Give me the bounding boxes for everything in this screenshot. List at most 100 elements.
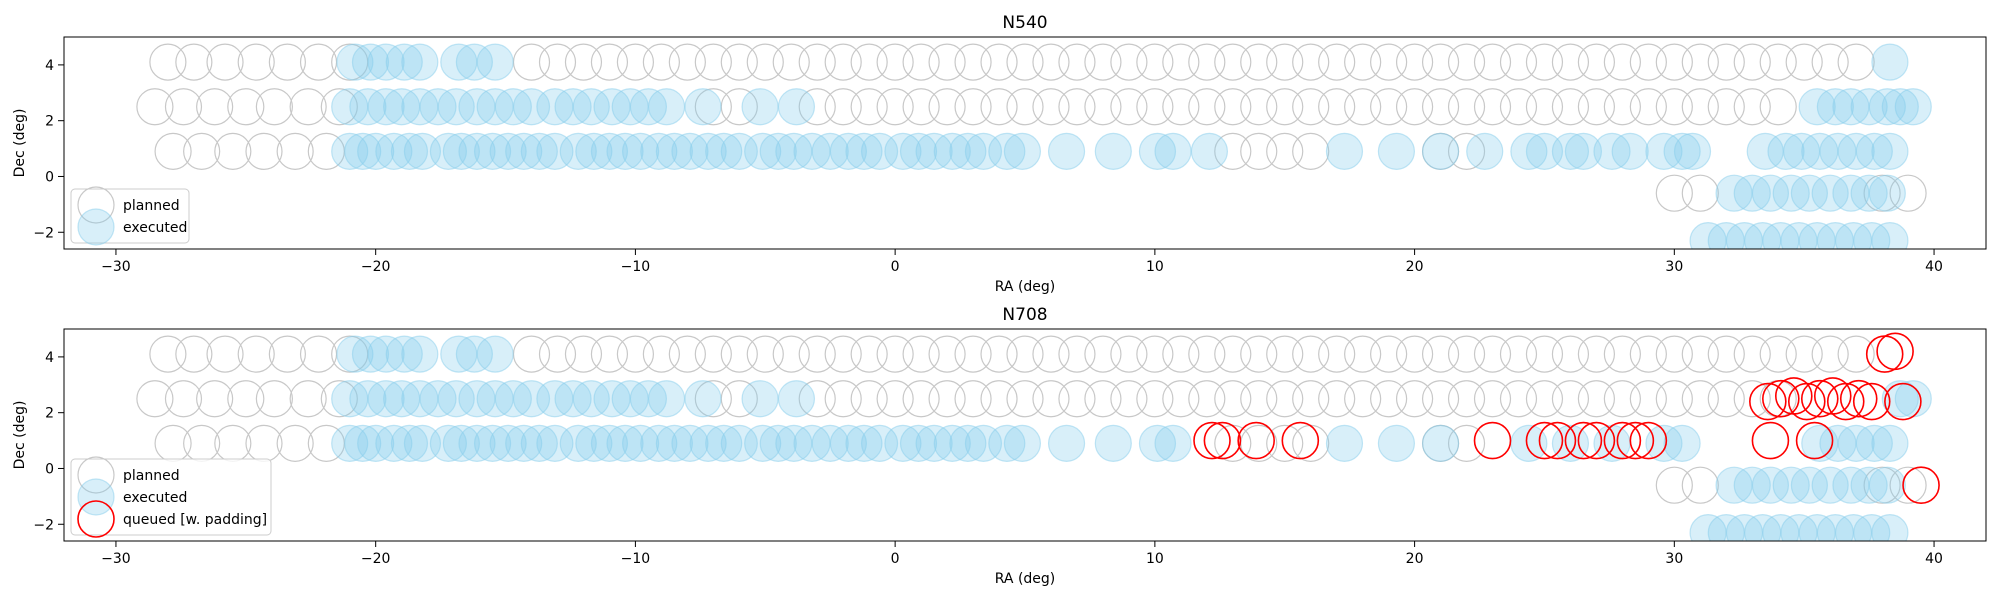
data-point [1577, 88, 1616, 126]
data-point [572, 380, 610, 418]
data-point [647, 88, 686, 126]
data-point [1811, 466, 1849, 504]
data-point [954, 43, 992, 81]
data-point [1084, 380, 1122, 418]
x-tick-label: 10 [1146, 259, 1164, 275]
data-point [331, 424, 369, 462]
legend-marker [77, 208, 115, 246]
data-point [1525, 380, 1564, 418]
data-point [1525, 421, 1564, 460]
data-point [1785, 335, 1823, 373]
data-point [1421, 132, 1460, 170]
data-point [1094, 424, 1132, 462]
data-point [1058, 88, 1096, 126]
data-point [367, 88, 405, 126]
data-point [876, 335, 914, 373]
data-point [429, 132, 467, 170]
data-point [1214, 43, 1252, 81]
data-point [616, 335, 655, 373]
data-point [505, 132, 543, 170]
data-point [255, 88, 293, 126]
data-point [336, 43, 374, 81]
data-point [1162, 88, 1200, 126]
data-point [1577, 421, 1616, 460]
data-point [1499, 88, 1538, 126]
legend-marker [77, 186, 115, 224]
legend-label: executed [123, 220, 187, 236]
data-point [559, 132, 597, 170]
data-point [1853, 514, 1891, 541]
data-point [1473, 380, 1512, 418]
data-point [1006, 88, 1044, 126]
data-point [476, 43, 514, 81]
data-point [1889, 466, 1927, 504]
data-point [268, 43, 306, 81]
data-point [1751, 466, 1790, 504]
data-point [1266, 43, 1304, 81]
data-point [1681, 335, 1719, 373]
data-point [1551, 335, 1590, 373]
data-point [1377, 424, 1416, 462]
data-point [746, 43, 784, 81]
data-point [1188, 335, 1226, 373]
data-point [559, 424, 597, 462]
x-tick-label: −30 [101, 259, 131, 275]
data-point [954, 335, 992, 373]
data-point [1188, 380, 1226, 418]
data-point [1190, 132, 1229, 170]
x-tick-label: −10 [621, 259, 651, 275]
data-point [458, 132, 496, 170]
data-point [824, 380, 862, 418]
data-point [1162, 335, 1200, 373]
data-point [980, 43, 1018, 81]
data-point [1058, 380, 1096, 418]
data-point [1564, 132, 1603, 170]
data-point [214, 132, 252, 170]
data-point [798, 43, 836, 81]
data-point [746, 335, 784, 373]
data-point [668, 335, 706, 373]
data-point [1525, 43, 1564, 81]
data-point [1811, 43, 1849, 81]
data-point [616, 43, 655, 81]
data-point [1292, 88, 1330, 126]
data-point [1047, 424, 1086, 462]
data-point [336, 335, 374, 373]
data-point [367, 380, 405, 418]
data-point [1837, 43, 1875, 81]
legend: planned executed [70, 186, 190, 246]
data-point [798, 380, 836, 418]
data-point [1162, 380, 1200, 418]
y-tick-label: 4 [45, 350, 54, 366]
y-tick-label: 0 [45, 169, 54, 185]
data-point [1344, 335, 1382, 373]
data-point [1787, 382, 1826, 421]
data-point [227, 88, 265, 126]
data-point [1058, 43, 1096, 81]
data-point [164, 88, 203, 126]
data-point [136, 380, 174, 418]
data-point [196, 88, 234, 126]
data-point [520, 132, 558, 170]
data-point [720, 132, 758, 170]
data-point [1707, 335, 1745, 373]
data-point [655, 424, 693, 462]
data-point [1889, 174, 1927, 212]
x-tick-label: 40 [1925, 551, 1943, 567]
data-point [1538, 421, 1577, 460]
data-point [403, 132, 442, 170]
data-point [1138, 132, 1177, 170]
data-point [1790, 174, 1828, 212]
data-point [564, 335, 603, 373]
data-point [1377, 132, 1416, 170]
data-point [575, 424, 613, 462]
data-point [720, 424, 758, 462]
data-point [1318, 88, 1356, 126]
legend-label: executed [123, 490, 187, 506]
data-point [1473, 335, 1512, 373]
data-point [1759, 88, 1797, 126]
data-point [1094, 132, 1132, 170]
data-point [1564, 421, 1603, 460]
data-point [1421, 43, 1460, 81]
